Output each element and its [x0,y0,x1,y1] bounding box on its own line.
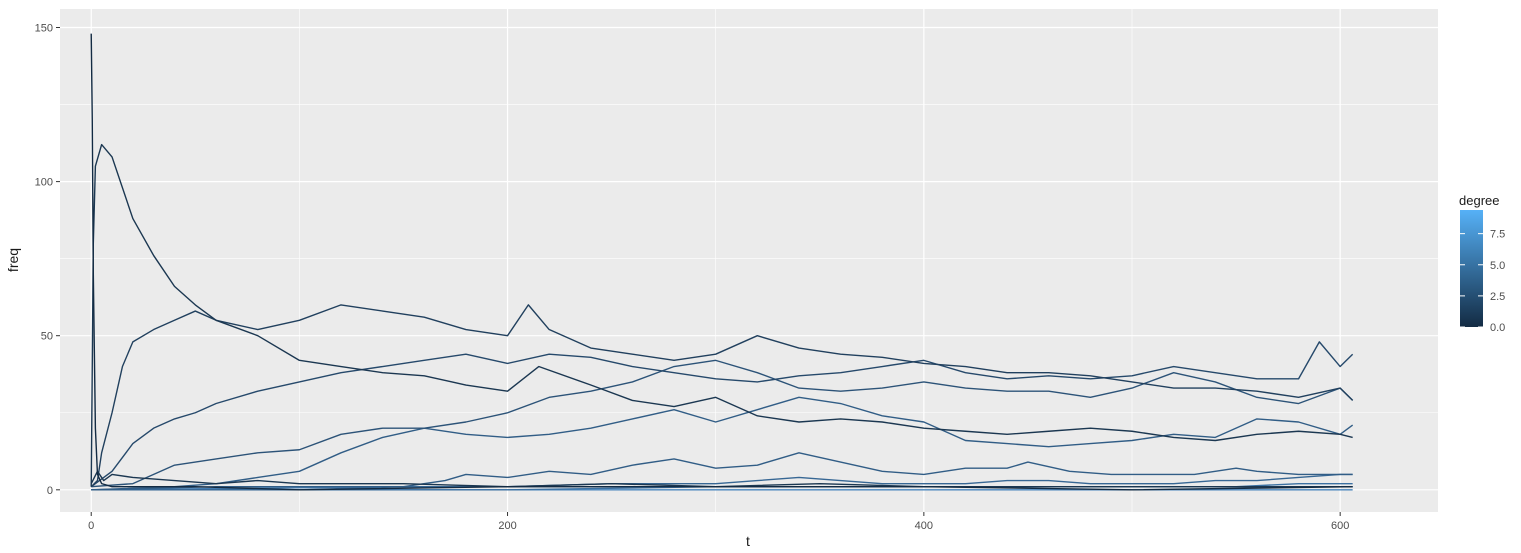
y-axis-title: freq [5,248,21,272]
series-line-degree-1 [90,470,1353,488]
y-tick-label: 100 [35,177,53,189]
colorbar-tick-label: 2.5 [1490,291,1505,303]
colorbar-tick-label: 7.5 [1490,229,1505,241]
x-tick-label: 0 [88,520,94,532]
legend-title: degree [1459,193,1499,208]
series-line-degree-0 [90,33,1353,491]
series-line-degree-5 [91,452,1353,491]
y-axis-ticks: 0 50 100 150 [35,22,60,497]
colorbar-tick-label: 5.0 [1490,260,1505,272]
series-line-degree-5 [91,396,1354,491]
y-tick-label: 0 [47,485,53,497]
series-line-degree-1 [90,143,1353,487]
colorbar-tick-label: 0.0 [1490,322,1505,334]
series-line-degree-3 [90,341,1354,488]
minor-gridlines [60,9,1438,512]
x-tick-label: 400 [915,520,933,532]
colorbar [1460,210,1483,327]
x-axis-ticks: 0 200 400 600 [88,512,1349,532]
legend: degree 0.0 2.5 5.0 7.5 [1459,193,1505,334]
x-tick-label: 600 [1331,520,1349,532]
y-tick-label: 50 [41,331,53,343]
x-axis-title: t [746,533,750,549]
series-line-degree-2 [90,304,1354,488]
x-tick-label: 200 [498,520,516,532]
plot-panel [60,9,1438,512]
y-tick-label: 150 [35,22,53,34]
colorbar-ticks: 0.0 2.5 5.0 7.5 [1460,229,1505,334]
series-line-degree-4 [91,359,1354,488]
series-lines [90,33,1354,491]
